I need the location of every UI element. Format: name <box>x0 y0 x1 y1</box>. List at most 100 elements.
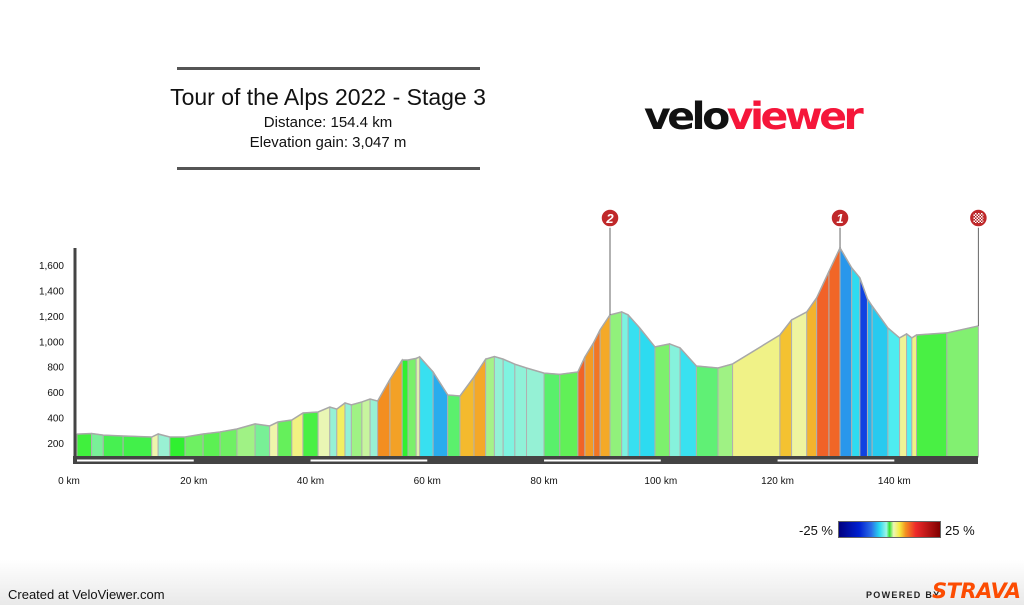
profile-segment <box>91 432 104 458</box>
profile-segment <box>493 355 504 458</box>
profile-segment <box>899 333 908 458</box>
profile-segment <box>599 313 611 458</box>
profile-segment <box>102 434 124 458</box>
x-tick-label: 80 km <box>530 476 557 487</box>
profile-segment <box>839 246 853 458</box>
gradient-legend-bar <box>838 521 941 538</box>
logo-viewer: viewer <box>726 93 864 139</box>
profile-segment <box>419 355 434 458</box>
y-tick-label: 800 <box>47 363 64 374</box>
created-at-link[interactable]: Created at VeloViewer.com <box>8 587 165 602</box>
y-tick-label: 1,200 <box>39 312 64 323</box>
profile-segment <box>717 363 734 458</box>
footer <box>0 560 1024 605</box>
profile-segment <box>407 357 417 458</box>
veloviewer-logo: veloviewer <box>644 93 864 139</box>
profile-segment <box>866 297 873 458</box>
profile-segment <box>219 428 238 458</box>
climb-marker-1: 1 <box>830 208 850 228</box>
x-tick-label: 20 km <box>180 476 207 487</box>
profile-segment <box>584 340 595 458</box>
profile-segment <box>151 433 159 458</box>
profile-segment <box>627 313 641 458</box>
y-tick-label: 1,600 <box>39 261 64 272</box>
profile-segment <box>906 332 913 458</box>
title-rule-bottom <box>177 167 480 170</box>
y-tick-label: 1,400 <box>39 286 64 297</box>
profile-segment <box>329 406 338 458</box>
x-tick-label: 140 km <box>878 476 911 487</box>
powered-by-label: POWERED BY <box>866 590 941 600</box>
elevation-profile-chart: 200 400 600 800 1,000 1,200 1,400 1,600 0 km 20 k… <box>39 208 989 487</box>
climb-marker-2: 2 <box>600 208 620 228</box>
y-tick-label: 1,000 <box>39 337 64 348</box>
profile-outline <box>76 246 979 438</box>
profile-segment <box>669 343 681 458</box>
profile-segment <box>593 329 601 458</box>
legend-min-label: -25 % <box>799 523 833 538</box>
profile-segment <box>621 311 629 458</box>
profile-segment <box>911 334 918 458</box>
x-tick-label: 120 km <box>761 476 794 487</box>
profile-segment <box>577 356 586 458</box>
y-tick-label: 400 <box>47 414 64 425</box>
x-tick-label: 100 km <box>644 476 677 487</box>
x-tick-label: 0 km <box>58 476 80 487</box>
checkered-flag-icon <box>973 213 984 223</box>
profile-segment <box>277 419 293 458</box>
profile-segment <box>609 311 623 458</box>
y-tick-label: 200 <box>47 439 64 450</box>
distance-label: Distance: 154.4 km <box>263 114 393 131</box>
profile-segment <box>695 365 719 458</box>
profile-segment <box>302 411 319 458</box>
elevation-gain-label: Elevation gain: 3,047 m <box>249 134 407 151</box>
profile-segment <box>851 266 861 458</box>
profile-segment <box>526 367 545 458</box>
profile-segment <box>157 433 171 458</box>
x-tick-label: 60 km <box>414 476 441 487</box>
profile-segment <box>791 311 808 458</box>
marker-label: 2 <box>605 211 614 226</box>
profile-segment <box>543 372 561 458</box>
profile-segment <box>401 359 409 458</box>
profile-segment <box>202 431 221 458</box>
profile-segment <box>871 304 889 458</box>
profile-segment <box>859 277 868 458</box>
legend-max-label: 25 % <box>945 523 975 538</box>
profile-segment <box>317 406 331 458</box>
marker-label: 1 <box>836 211 843 226</box>
profile-segment <box>502 358 516 458</box>
profile-segment <box>184 433 204 458</box>
profile-segment <box>514 363 528 458</box>
profile-segment <box>336 401 346 458</box>
marker-circle <box>830 208 850 228</box>
profile-segment <box>269 421 279 458</box>
profile-segment <box>654 343 671 458</box>
logo-velo: velo <box>644 93 730 139</box>
profile-segment <box>946 325 979 458</box>
title-rule-top <box>177 67 480 70</box>
profile-segment <box>447 394 461 458</box>
strava-logo: STRAVA <box>932 579 1021 603</box>
profile-segment <box>122 435 153 458</box>
profile-segment <box>485 355 495 458</box>
profile-segment <box>369 398 379 458</box>
y-tick-label: 600 <box>47 388 64 399</box>
profile-segment <box>415 356 421 458</box>
profile-segment <box>344 402 352 458</box>
profile-segment <box>806 296 818 458</box>
profile-segment <box>459 375 475 458</box>
x-tick-label: 40 km <box>297 476 324 487</box>
marker-circle <box>600 208 620 228</box>
x-axis-bar <box>73 456 978 464</box>
profile-segment <box>389 358 403 458</box>
profile-segment <box>350 401 363 458</box>
profile-segment <box>828 247 841 458</box>
profile-segment <box>76 432 93 458</box>
profile-segment <box>916 332 948 458</box>
profile-segment <box>169 436 186 458</box>
profile-segment <box>559 371 579 458</box>
profile-segment <box>361 398 371 458</box>
chart-title: Tour of the Alps 2022 - Stage 3 <box>170 84 486 110</box>
profile-segment <box>639 326 656 458</box>
